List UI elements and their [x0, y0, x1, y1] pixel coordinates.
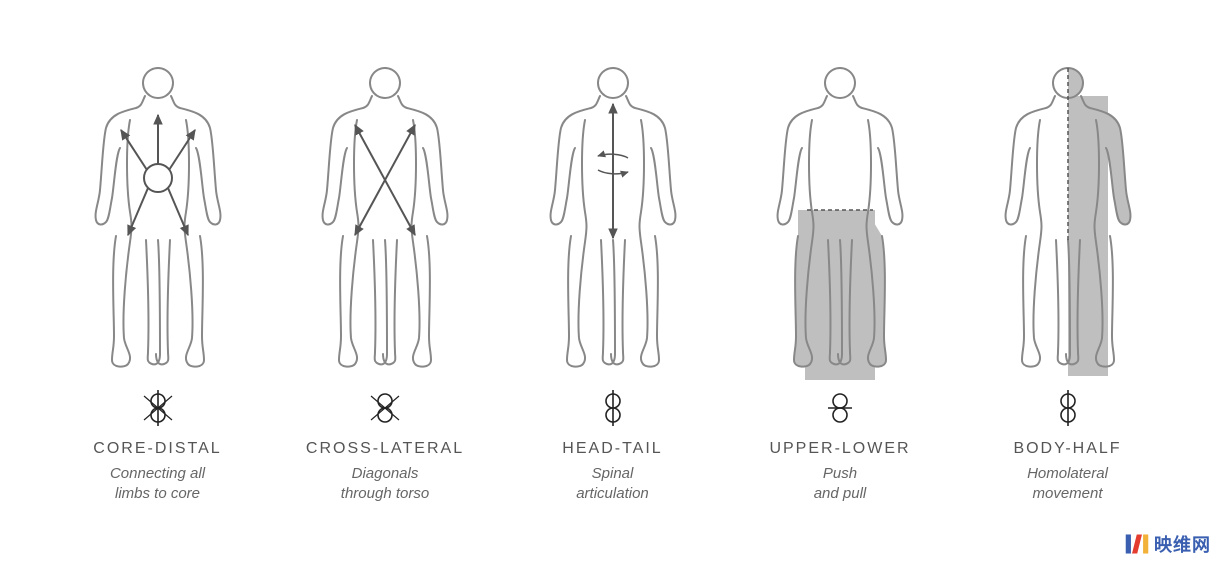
figure-core-distal: [73, 60, 243, 380]
subtitle-upper-lower: Push and pull: [814, 464, 867, 505]
title-upper-lower: UPPER-LOWER: [769, 440, 910, 458]
watermark-text: 映维网: [1154, 531, 1211, 557]
subtitle-cross-lateral: Diagonals through torso: [341, 464, 429, 505]
watermark-logo-icon: [1124, 531, 1150, 557]
panel-cross-lateral: CROSS-LATERAL Diagonals through torso: [275, 60, 495, 505]
symbol-core-distal: [138, 388, 178, 428]
symbol-cross-lateral: [365, 388, 405, 428]
symbol-body-half: [1048, 388, 1088, 428]
symbol-head-tail: [593, 388, 633, 428]
symbol-upper-lower: [820, 388, 860, 428]
title-cross-lateral: CROSS-LATERAL: [306, 440, 464, 458]
figure-cross-lateral: [300, 60, 470, 380]
panel-body-half: BODY-HALF Homolateral movement: [958, 60, 1178, 505]
diagram-container: CORE-DISTAL Connecting all limbs to core: [0, 0, 1225, 567]
subtitle-body-half: Homolateral movement: [1027, 464, 1108, 505]
figure-body-half: [983, 60, 1153, 380]
title-core-distal: CORE-DISTAL: [93, 440, 221, 458]
figure-head-tail: [528, 60, 698, 380]
panel-head-tail: HEAD-TAIL Spinal articulation: [503, 60, 723, 505]
figure-upper-lower: [755, 60, 925, 380]
title-head-tail: HEAD-TAIL: [562, 440, 662, 458]
subtitle-core-distal: Connecting all limbs to core: [110, 464, 205, 505]
watermark: 映维网: [1124, 531, 1211, 557]
panel-core-distal: CORE-DISTAL Connecting all limbs to core: [48, 60, 268, 505]
subtitle-head-tail: Spinal articulation: [576, 464, 649, 505]
title-body-half: BODY-HALF: [1013, 440, 1121, 458]
panel-upper-lower: UPPER-LOWER Push and pull: [730, 60, 950, 505]
